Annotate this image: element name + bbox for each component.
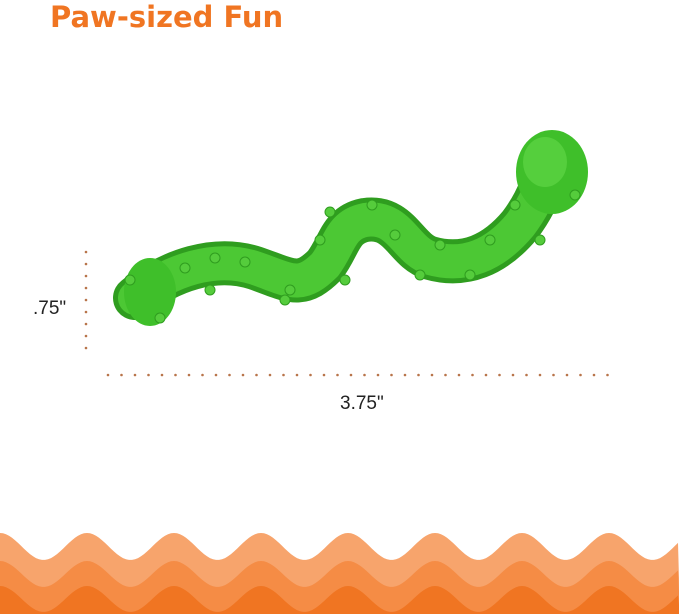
dot — [363, 373, 366, 377]
toy-bump — [324, 206, 336, 218]
dot — [120, 373, 123, 377]
dot — [403, 373, 407, 377]
toy-bump — [484, 234, 496, 246]
dot — [84, 274, 88, 278]
dot — [592, 373, 596, 377]
dot — [538, 373, 542, 377]
dot — [84, 298, 88, 302]
dot — [606, 373, 609, 377]
toy-bump — [534, 234, 546, 246]
toy-bump — [124, 274, 136, 286]
dot — [376, 373, 380, 377]
toy-bump — [284, 284, 296, 296]
wave-border — [0, 533, 679, 614]
dot — [390, 373, 393, 377]
dot — [147, 373, 150, 377]
dot — [174, 373, 177, 377]
dot — [84, 286, 88, 290]
green-worm-toy-icon — [113, 130, 588, 326]
toy-bump — [154, 312, 166, 324]
toy-bump — [314, 234, 326, 246]
dot — [525, 373, 528, 377]
dot — [84, 250, 88, 254]
dot — [84, 262, 88, 266]
toy-bump — [239, 256, 251, 268]
toy-bump — [389, 229, 401, 241]
dot — [430, 373, 434, 377]
toy-bump — [569, 189, 581, 201]
dot — [160, 373, 164, 377]
dot — [349, 373, 353, 377]
dot — [201, 373, 204, 377]
toy-bump — [434, 239, 446, 251]
height-dimension-line — [84, 250, 88, 350]
dot — [106, 373, 110, 377]
dot — [84, 322, 88, 326]
toy-bump — [209, 252, 221, 264]
toy-bump — [339, 274, 351, 286]
page-title: Paw-sized Fun — [50, 0, 284, 34]
dot — [336, 373, 339, 377]
dot — [322, 373, 326, 377]
dot — [579, 373, 582, 377]
dot — [498, 373, 501, 377]
toy-bump — [509, 199, 521, 211]
dot — [471, 373, 474, 377]
dot — [84, 310, 88, 314]
toy-bump — [179, 262, 191, 274]
dot — [187, 373, 191, 377]
dot — [295, 373, 299, 377]
dot — [228, 373, 231, 377]
toy-bump — [204, 284, 216, 296]
dot — [133, 373, 137, 377]
dot — [444, 373, 447, 377]
dot — [241, 373, 245, 377]
dot — [268, 373, 272, 377]
dot — [511, 373, 515, 377]
dot — [417, 373, 420, 377]
toy-bump — [414, 269, 426, 281]
toy-bump — [279, 294, 291, 306]
dot — [565, 373, 569, 377]
dot — [84, 334, 88, 338]
dot — [309, 373, 312, 377]
dot — [282, 373, 285, 377]
width-dimension-line — [106, 373, 609, 377]
height-label: .75" — [33, 298, 67, 319]
dot — [457, 373, 461, 377]
toy-bump — [464, 269, 476, 281]
dot — [552, 373, 555, 377]
dot — [255, 373, 258, 377]
toy-bump — [366, 199, 378, 211]
dot — [214, 373, 218, 377]
dot — [84, 346, 88, 350]
dot — [484, 373, 488, 377]
width-label: 3.75" — [340, 393, 384, 414]
